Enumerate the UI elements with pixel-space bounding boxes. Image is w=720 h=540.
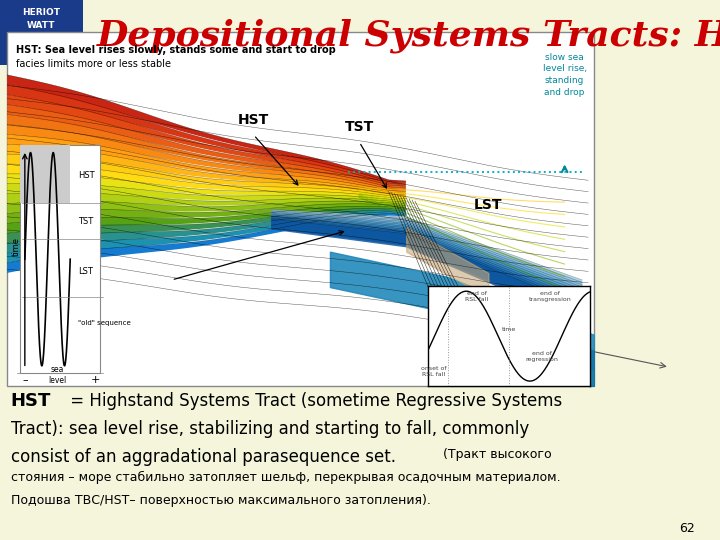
Polygon shape bbox=[7, 183, 406, 202]
Polygon shape bbox=[7, 144, 406, 195]
Text: time: time bbox=[503, 327, 516, 332]
Polygon shape bbox=[7, 204, 406, 224]
Polygon shape bbox=[271, 214, 582, 309]
Text: sea
level: sea level bbox=[48, 366, 67, 385]
Text: Tract): sea level rise, stabilizing and starting to fall, commonly: Tract): sea level rise, stabilizing and … bbox=[11, 420, 529, 437]
Polygon shape bbox=[7, 208, 406, 243]
Text: LST: LST bbox=[78, 267, 93, 276]
Text: "old" sequence: "old" sequence bbox=[78, 320, 130, 326]
Polygon shape bbox=[7, 212, 406, 263]
Text: UNIVERSITY: UNIVERSITY bbox=[25, 38, 58, 43]
Polygon shape bbox=[7, 192, 406, 206]
Polygon shape bbox=[271, 210, 582, 300]
Polygon shape bbox=[7, 201, 406, 213]
Text: facies limits more or less stable: facies limits more or less stable bbox=[16, 59, 171, 69]
Bar bbox=[20, 145, 101, 374]
Text: стояния – море стабильно затопляет шельф, перекрывая осадочным материалом.: стояния – море стабильно затопляет шельф… bbox=[11, 471, 560, 484]
Text: Depositional Systems Tracts: HST: Depositional Systems Tracts: HST bbox=[97, 19, 720, 53]
Polygon shape bbox=[7, 94, 406, 186]
Text: HST: HST bbox=[78, 171, 94, 180]
Polygon shape bbox=[7, 164, 406, 199]
Polygon shape bbox=[7, 210, 406, 253]
Text: consist of an aggradational parasequence set.: consist of an aggradational parasequence… bbox=[11, 448, 396, 465]
Bar bbox=[7, 32, 594, 386]
Text: end of
RSL fall: end of RSL fall bbox=[465, 292, 489, 302]
Polygon shape bbox=[271, 212, 582, 305]
Text: LST: LST bbox=[474, 198, 503, 212]
Text: HST: Sea level rises slowly, stands some and start to drop: HST: Sea level rises slowly, stands some… bbox=[16, 45, 336, 55]
Polygon shape bbox=[271, 213, 582, 307]
Polygon shape bbox=[271, 217, 582, 319]
Text: time: time bbox=[12, 237, 20, 256]
Text: +: + bbox=[91, 375, 100, 385]
Text: HERIOT: HERIOT bbox=[22, 9, 60, 17]
Polygon shape bbox=[271, 218, 582, 321]
Text: Подошва ТВС/HST– поверхностью максимального затопления).: Подошва ТВС/HST– поверхностью максимальн… bbox=[11, 494, 431, 507]
Polygon shape bbox=[7, 85, 406, 185]
Text: –: – bbox=[22, 375, 27, 385]
Text: end of
regression: end of regression bbox=[526, 352, 558, 362]
Polygon shape bbox=[7, 206, 406, 233]
Text: TST: TST bbox=[78, 217, 93, 226]
Text: ✣: ✣ bbox=[37, 48, 45, 58]
Polygon shape bbox=[7, 134, 406, 193]
Polygon shape bbox=[271, 209, 582, 298]
Text: onset of
RSL fall: onset of RSL fall bbox=[420, 366, 446, 377]
Polygon shape bbox=[7, 114, 406, 190]
Bar bbox=[20, 145, 71, 204]
Polygon shape bbox=[271, 219, 582, 323]
Text: 62: 62 bbox=[679, 522, 695, 535]
Text: WATT: WATT bbox=[27, 22, 55, 30]
Polygon shape bbox=[271, 211, 582, 302]
Polygon shape bbox=[271, 217, 582, 316]
Polygon shape bbox=[271, 214, 582, 312]
Text: end of
transgression: end of transgression bbox=[528, 292, 571, 302]
Polygon shape bbox=[7, 105, 406, 188]
Polygon shape bbox=[7, 174, 406, 200]
Polygon shape bbox=[7, 154, 406, 197]
Text: HST: HST bbox=[238, 113, 269, 127]
FancyBboxPatch shape bbox=[0, 0, 83, 65]
Text: = Highstand Systems Tract (sometime Regressive Systems: = Highstand Systems Tract (sometime Regr… bbox=[65, 392, 562, 409]
Text: slow sea
level rise,
standing
and drop: slow sea level rise, standing and drop bbox=[543, 52, 587, 97]
Polygon shape bbox=[7, 75, 406, 183]
Polygon shape bbox=[271, 215, 582, 314]
Text: TST: TST bbox=[345, 120, 374, 134]
Polygon shape bbox=[7, 124, 406, 192]
Text: HST: HST bbox=[11, 392, 51, 409]
Text: (Тракт высокого: (Тракт высокого bbox=[439, 448, 552, 461]
Polygon shape bbox=[7, 213, 406, 273]
